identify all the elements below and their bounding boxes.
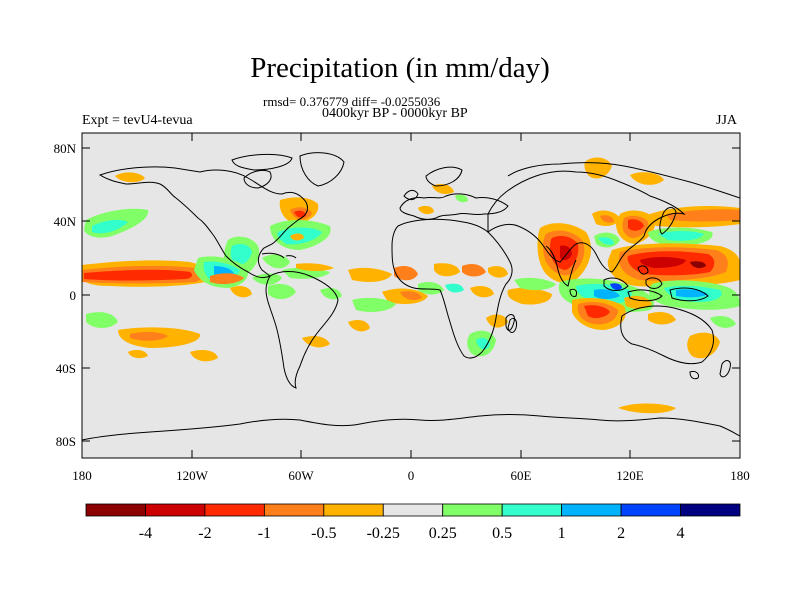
anomaly-positive bbox=[268, 284, 296, 300]
colorbar-swatch bbox=[145, 503, 206, 517]
season-label: JJA bbox=[716, 113, 738, 128]
experiment-label: Expt = tevU4-tevua bbox=[82, 113, 193, 128]
anomaly-positive bbox=[710, 316, 736, 328]
x-tick-label: 60W bbox=[288, 468, 314, 483]
colorbar-label: 2 bbox=[617, 525, 625, 542]
anomaly-negative bbox=[296, 263, 334, 271]
anomaly-negative bbox=[690, 261, 706, 269]
stats-text: rmsd= 0.376779 diff= -0.0255036 bbox=[263, 94, 441, 109]
anomaly-positive bbox=[262, 254, 290, 269]
colorbar-swatch bbox=[204, 503, 265, 517]
x-tick-label: 120W bbox=[176, 468, 209, 483]
axis-ticks bbox=[82, 133, 740, 458]
anomaly-negative bbox=[618, 403, 676, 414]
y-tick-label: 40S bbox=[56, 361, 76, 376]
colorbar-labels: -4 -2 -1 -0.5 -0.25 0.25 0.5 1 2 4 bbox=[139, 525, 685, 542]
x-tick-label: 60E bbox=[511, 468, 532, 483]
colorbar-swatch bbox=[561, 503, 622, 517]
anomaly-negative bbox=[486, 314, 508, 328]
anomaly-negative bbox=[507, 287, 552, 305]
anomaly-negative bbox=[190, 350, 218, 362]
colorbar-label: -2 bbox=[198, 525, 211, 542]
anomaly-positive bbox=[598, 237, 614, 245]
colorbar-label: -1 bbox=[258, 525, 271, 542]
anomaly-negative bbox=[348, 320, 370, 332]
anomaly-negative bbox=[115, 172, 145, 183]
y-tick-label: 80N bbox=[54, 141, 77, 156]
colorbar-swatch bbox=[620, 503, 681, 517]
anomaly-negative bbox=[628, 219, 644, 231]
colorbar-swatch bbox=[501, 503, 563, 517]
period-text: 0400kyr BP - 0000kyr BP bbox=[322, 106, 468, 121]
anomaly-negative bbox=[666, 209, 740, 222]
anomaly-negative bbox=[348, 267, 392, 282]
anomaly-negative bbox=[434, 263, 460, 277]
anomaly-negative bbox=[600, 215, 614, 223]
colorbar-label: -0.25 bbox=[367, 525, 400, 542]
anomaly-negative bbox=[290, 233, 304, 241]
colorbar-swatch bbox=[680, 503, 741, 517]
anomaly-negative bbox=[230, 286, 252, 298]
anomaly-negative bbox=[394, 266, 418, 281]
coastlines bbox=[82, 152, 740, 441]
y-tick-label: 40N bbox=[54, 214, 77, 229]
anomaly-positive bbox=[658, 231, 704, 241]
anomaly-field bbox=[82, 157, 740, 414]
anomaly-negative bbox=[128, 349, 148, 359]
anomaly-positive bbox=[594, 289, 620, 299]
x-tick-label: 120E bbox=[616, 468, 644, 483]
anomaly-positive bbox=[514, 277, 556, 291]
map-title: Precipitation (in mm/day) bbox=[250, 52, 550, 84]
x-tick-label: 180 bbox=[730, 468, 750, 483]
anomaly-negative bbox=[462, 264, 486, 277]
anomaly-positive bbox=[352, 297, 396, 312]
anomaly-negative bbox=[630, 172, 664, 185]
anomaly-positive bbox=[610, 283, 622, 291]
colorbar-swatch bbox=[85, 503, 146, 517]
y-tick-label: 80S bbox=[56, 434, 76, 449]
anomaly-negative bbox=[640, 257, 686, 268]
anomaly-positive bbox=[252, 273, 282, 285]
anomaly-positive bbox=[230, 244, 252, 266]
anomaly-negative bbox=[624, 296, 652, 309]
colorbar-swatch bbox=[263, 503, 325, 517]
anomaly-positive bbox=[418, 282, 444, 295]
anomaly-negative bbox=[488, 266, 508, 278]
colorbar-swatch bbox=[442, 503, 503, 517]
x-tick-label: 180 bbox=[72, 468, 92, 483]
anomaly-negative bbox=[470, 286, 494, 298]
colorbar-label: -4 bbox=[139, 525, 152, 542]
anomaly-negative bbox=[210, 273, 244, 285]
colorbar-swatch bbox=[382, 503, 444, 517]
colorbar-label: 4 bbox=[677, 525, 685, 542]
y-tick-label: 0 bbox=[70, 288, 77, 303]
anomaly-negative bbox=[584, 305, 610, 319]
colorbar bbox=[85, 503, 741, 517]
anomaly-positive bbox=[455, 194, 468, 203]
colorbar-label: -0.5 bbox=[311, 525, 336, 542]
anomaly-negative bbox=[432, 184, 454, 194]
anomaly-negative bbox=[560, 245, 572, 261]
colorbar-label: 0.25 bbox=[429, 525, 457, 542]
anomaly-positive bbox=[445, 283, 464, 293]
x-tick-label: 0 bbox=[408, 468, 415, 483]
colorbar-label: 0.5 bbox=[492, 525, 512, 542]
anomaly-positive bbox=[476, 338, 490, 350]
colorbar-swatch bbox=[323, 503, 384, 517]
anomaly-negative bbox=[84, 269, 193, 281]
anomaly-negative bbox=[648, 312, 676, 325]
anomaly-negative bbox=[687, 332, 720, 359]
anomaly-positive bbox=[86, 312, 118, 328]
anomaly-negative bbox=[400, 291, 422, 300]
colorbar-label: 1 bbox=[558, 525, 566, 542]
anomaly-positive bbox=[92, 219, 128, 234]
anomaly-negative bbox=[294, 210, 306, 218]
anomaly-negative bbox=[130, 331, 168, 341]
anomaly-negative bbox=[418, 205, 434, 215]
